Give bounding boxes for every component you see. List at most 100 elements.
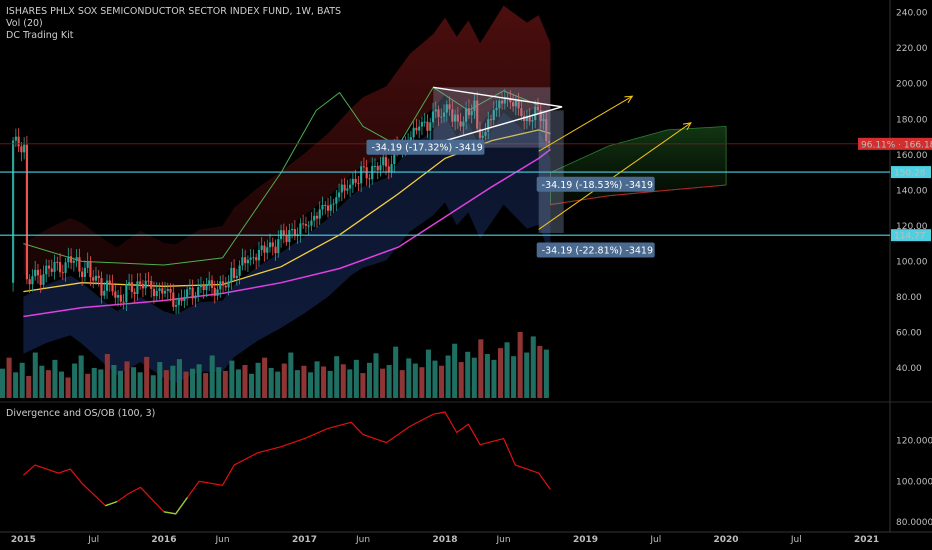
candle <box>116 289 120 307</box>
candle <box>324 200 327 215</box>
candle <box>144 272 147 296</box>
volume-bar <box>170 365 176 398</box>
candle <box>476 91 479 133</box>
candle <box>158 282 161 300</box>
candle-body <box>512 102 515 107</box>
candle <box>150 276 153 298</box>
candle-body <box>451 109 454 122</box>
candle-body <box>188 287 191 290</box>
chart-drawings[interactable]: -34.19 (-17.32%) -3419 -34.19 (-18.53%) -… <box>0 86 890 258</box>
volume-bar <box>131 367 137 398</box>
price-tick-label: 80.00 <box>896 293 922 303</box>
candle-body <box>379 165 382 171</box>
oscillator-title[interactable]: Divergence and OS/OB (100, 3) <box>6 408 156 419</box>
candle-body <box>434 109 437 112</box>
candle <box>56 256 59 271</box>
candle <box>221 274 225 294</box>
candle <box>180 289 183 306</box>
candle <box>354 169 357 187</box>
candle <box>503 88 506 110</box>
candle <box>431 102 435 128</box>
candle <box>310 212 313 232</box>
candle-body <box>238 265 241 276</box>
volume-bar <box>248 373 255 398</box>
candle-body <box>310 220 313 226</box>
time-tick-label: 2017 <box>292 535 317 545</box>
volume-bar <box>386 365 392 398</box>
candle-body <box>329 204 332 211</box>
candle-body <box>47 265 51 269</box>
price-candles <box>12 88 551 315</box>
candle-body <box>210 280 214 288</box>
candle-body <box>291 229 294 231</box>
candle <box>199 276 203 294</box>
candle-body <box>177 298 180 306</box>
indicator-dc-trading-kit[interactable]: DC Trading Kit <box>6 30 74 41</box>
candle <box>97 270 100 287</box>
osc-tick-label: 120.0000 <box>896 437 932 447</box>
candle-body <box>313 215 316 221</box>
measure-label-bg <box>536 242 655 258</box>
time-tick-label: Jun <box>496 535 511 545</box>
indicator-vol[interactable]: Vol (20) <box>6 18 43 29</box>
candle-body <box>459 121 462 127</box>
volume-bar <box>504 342 510 398</box>
candle <box>268 233 272 253</box>
price-tick-label: 120.00 <box>896 222 928 232</box>
candle <box>539 103 542 129</box>
candle-body <box>208 280 211 286</box>
candle <box>17 128 20 153</box>
candle-body <box>144 280 147 289</box>
candle-body <box>25 144 28 280</box>
level-price-label: 150.28 <box>894 169 926 179</box>
candle <box>108 274 111 292</box>
candle-body <box>111 283 114 292</box>
upper-channel-band <box>23 5 551 294</box>
candle <box>343 177 346 199</box>
candle <box>100 271 103 304</box>
candle <box>191 279 194 305</box>
candle-body <box>252 257 255 259</box>
candle-body <box>545 119 548 142</box>
volume-bar <box>275 371 281 398</box>
candle-body <box>368 178 371 180</box>
candle-body <box>39 275 42 285</box>
candle-body <box>128 282 131 285</box>
candle <box>36 264 40 284</box>
candle <box>500 92 504 110</box>
candle-body <box>277 239 280 254</box>
candle <box>25 136 28 285</box>
candle-body <box>103 290 106 296</box>
candle <box>23 137 26 160</box>
candle <box>332 198 335 214</box>
candle-body <box>213 287 216 296</box>
candle <box>376 162 379 180</box>
volume-bar <box>294 370 300 398</box>
candle-body <box>539 110 542 121</box>
candle-body <box>241 257 244 266</box>
volume-bar <box>58 371 65 398</box>
candle-body <box>78 257 81 272</box>
candle <box>42 265 45 289</box>
last-price-label: 96.11% · 166.18 <box>861 140 932 150</box>
candle <box>141 279 145 298</box>
time-tick-label: 2020 <box>714 535 739 545</box>
candle <box>445 100 448 122</box>
volume-bar <box>137 372 143 398</box>
candle-body <box>139 281 142 284</box>
price-tick-label: 180.00 <box>896 115 928 125</box>
time-tick-label: Jul <box>87 535 99 545</box>
candle <box>210 275 214 297</box>
candle-body <box>448 104 451 110</box>
candle-body <box>426 121 429 131</box>
candle <box>304 216 307 233</box>
candle <box>61 264 64 280</box>
volume-bar <box>334 356 340 398</box>
candle <box>255 253 258 270</box>
measure-rect-drop <box>538 110 564 233</box>
candle <box>216 280 219 301</box>
candle <box>266 239 269 260</box>
last-price-badge <box>858 137 932 150</box>
candle-body <box>282 230 285 236</box>
